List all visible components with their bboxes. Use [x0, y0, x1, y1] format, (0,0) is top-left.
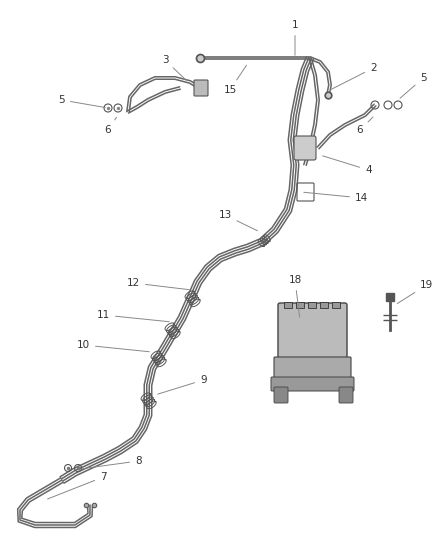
Text: 3: 3 [162, 55, 186, 80]
Text: 18: 18 [288, 275, 302, 317]
FancyBboxPatch shape [274, 387, 288, 403]
Text: 15: 15 [223, 66, 247, 95]
Text: 8: 8 [83, 456, 141, 469]
FancyBboxPatch shape [339, 387, 353, 403]
Text: 13: 13 [219, 210, 258, 231]
Text: 19: 19 [397, 280, 433, 303]
Text: 4: 4 [323, 156, 371, 175]
FancyBboxPatch shape [274, 357, 351, 381]
FancyBboxPatch shape [194, 80, 208, 96]
FancyBboxPatch shape [296, 302, 304, 308]
Text: 6: 6 [357, 117, 373, 135]
Text: 6: 6 [105, 117, 117, 135]
FancyBboxPatch shape [320, 302, 328, 308]
FancyBboxPatch shape [278, 303, 347, 362]
Text: 1: 1 [292, 20, 298, 55]
Text: 5: 5 [58, 95, 105, 108]
FancyBboxPatch shape [308, 302, 316, 308]
Text: 12: 12 [127, 278, 189, 289]
FancyBboxPatch shape [332, 302, 340, 308]
FancyBboxPatch shape [294, 136, 316, 160]
Text: 5: 5 [400, 73, 427, 98]
Text: 2: 2 [331, 63, 377, 90]
Text: 9: 9 [158, 375, 207, 394]
FancyBboxPatch shape [284, 302, 292, 308]
Text: 14: 14 [304, 192, 368, 203]
FancyBboxPatch shape [271, 377, 354, 391]
Text: 11: 11 [97, 310, 169, 322]
Text: 7: 7 [48, 472, 106, 499]
Text: 10: 10 [77, 340, 149, 352]
